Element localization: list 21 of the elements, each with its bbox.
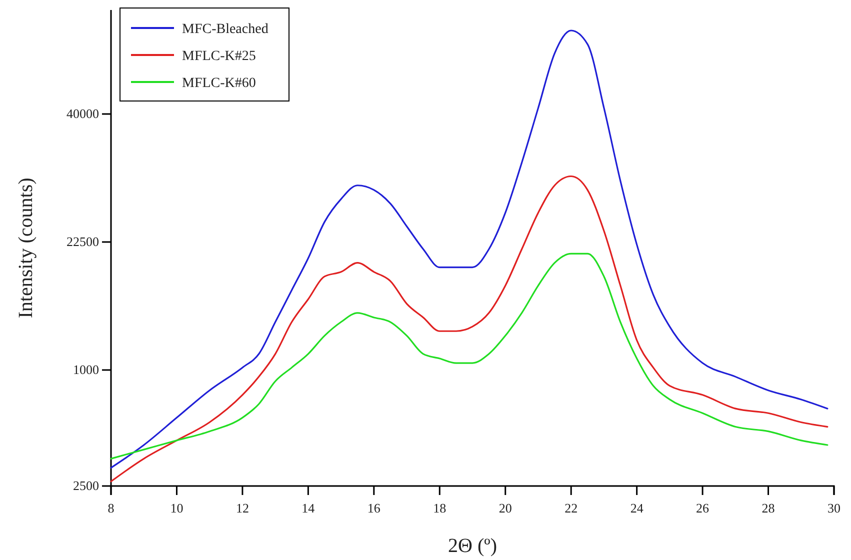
y-axis-title: Intensity (counts) (15, 178, 37, 318)
legend-label: MFLC-K#25 (182, 49, 256, 64)
text: 40000 (66, 106, 99, 122)
text: 1000 (73, 362, 99, 378)
x-tick-label: 18 (433, 500, 446, 516)
text: 2500 (73, 478, 99, 494)
x-tick-label: 14 (302, 500, 316, 516)
x-tick-label: 16 (367, 500, 381, 516)
x-tick-label: 8 (108, 500, 114, 516)
x-tick-label: 10 (170, 500, 184, 516)
legend-label: MFC-Bleached (182, 22, 268, 37)
x-tick-label: 30 (828, 500, 840, 516)
legend-label: MFLC-K#60 (182, 76, 256, 91)
x-tick-label: 24 (630, 500, 644, 516)
text: 22500 (66, 234, 99, 250)
x-tick-label: 20 (498, 500, 512, 516)
x-tick-label: 26 (696, 500, 710, 516)
x-tick-label: 12 (236, 500, 249, 516)
x-axis-title: 2Θ (º) (448, 535, 497, 557)
x-tick-label: 28 (762, 500, 775, 516)
x-tick-label: 22 (564, 500, 578, 516)
